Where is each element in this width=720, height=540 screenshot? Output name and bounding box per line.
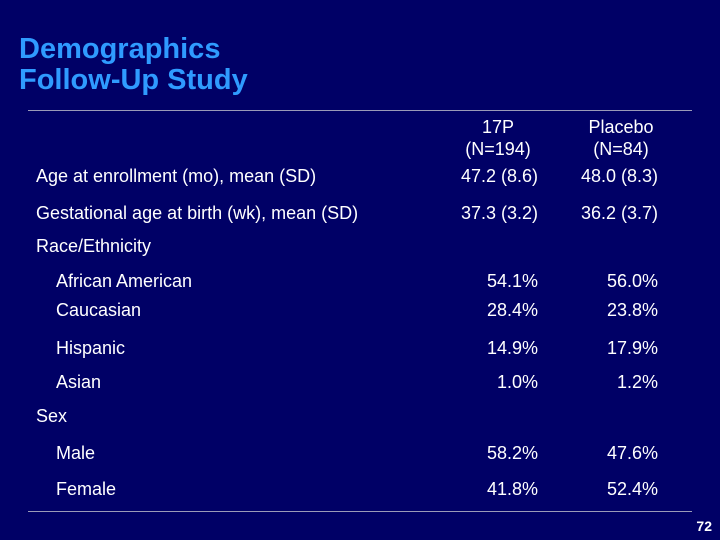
title-line-1: Demographics [19, 33, 221, 65]
value-17p: 47.2 (8.6) [460, 166, 538, 186]
column-17p-n: (N=194) [465, 139, 531, 159]
value-placebo: 17.9% [606, 338, 658, 358]
row-label: Caucasian [56, 300, 142, 320]
value-17p: 54.1% [486, 271, 538, 291]
row-label: Female [56, 479, 117, 499]
row-label: Race/Ethnicity [36, 236, 152, 256]
value-17p: 1.0% [496, 372, 538, 392]
column-17p-name: 17P [481, 117, 515, 137]
value-placebo: 56.0% [606, 271, 658, 291]
row-label: Male [56, 443, 96, 463]
column-header-17p: 17P (N=194) [448, 116, 548, 160]
title-line-2: Follow-Up Study [19, 64, 248, 96]
column-placebo-name: Placebo [588, 117, 654, 137]
value-17p: 41.8% [486, 479, 538, 499]
page-number: 72 [696, 518, 712, 534]
row-label: Gestational age at birth (wk), mean (SD) [36, 203, 359, 223]
row-label: African American [56, 271, 193, 291]
value-placebo: 1.2% [616, 372, 658, 392]
value-placebo: 36.2 (3.7) [580, 203, 658, 223]
slide-title: Demographics Follow-Up Study [19, 34, 248, 96]
row-label: Hispanic [56, 338, 126, 358]
value-placebo: 23.8% [606, 300, 658, 320]
value-placebo: 48.0 (8.3) [580, 166, 658, 186]
bottom-divider [28, 511, 692, 512]
top-divider [28, 110, 692, 111]
value-placebo: 52.4% [606, 479, 658, 499]
column-placebo-n: (N=84) [593, 139, 649, 159]
column-header-placebo: Placebo (N=84) [566, 116, 676, 160]
value-17p: 28.4% [486, 300, 538, 320]
row-label: Asian [56, 372, 102, 392]
value-17p: 14.9% [486, 338, 538, 358]
value-placebo: 47.6% [606, 443, 658, 463]
row-label: Age at enrollment (mo), mean (SD) [36, 166, 317, 186]
value-17p: 37.3 (3.2) [460, 203, 538, 223]
row-label: Sex [36, 406, 68, 426]
value-17p: 58.2% [486, 443, 538, 463]
